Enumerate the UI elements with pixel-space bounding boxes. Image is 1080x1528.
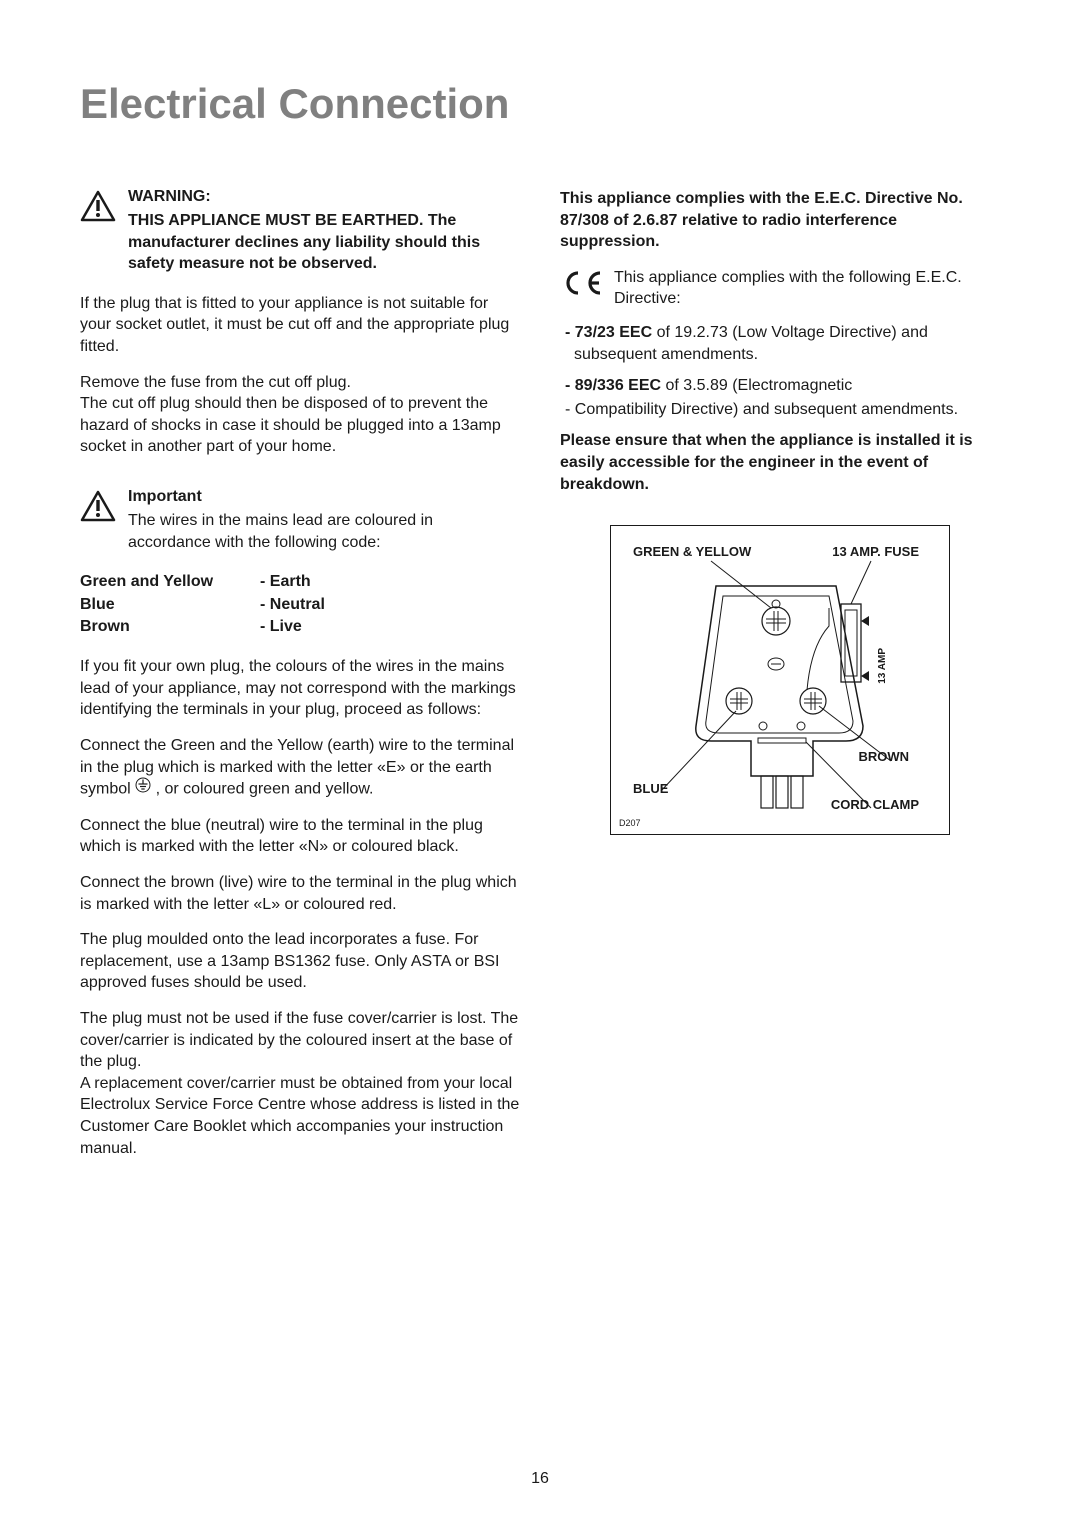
paragraph: Remove the fuse from the cut off plug. T… xyxy=(80,372,520,458)
wire-colour-table: Green and Yellow - Earth Blue - Neutral … xyxy=(80,571,520,638)
important-heading: Important xyxy=(128,488,520,506)
warning-text: THIS APPLIANCE MUST BE EARTHED. The manu… xyxy=(128,210,520,275)
paragraph: Connect the blue (neutral) wire to the t… xyxy=(80,815,520,858)
warning-block: WARNING: THIS APPLIANCE MUST BE EARTHED.… xyxy=(80,188,520,275)
warning-heading: WARNING: xyxy=(128,188,520,206)
ce-text: This appliance complies with the followi… xyxy=(614,267,1000,310)
paragraph: If you fit your own plug, the colours of… xyxy=(80,656,520,721)
page-number: 16 xyxy=(531,1470,549,1488)
wire-function: - Neutral xyxy=(260,594,325,616)
paragraph: The plug moulded onto the lead incorpora… xyxy=(80,929,520,994)
ce-mark-row: This appliance complies with the followi… xyxy=(560,267,1000,310)
wire-colour: Blue xyxy=(80,594,260,616)
warning-icon xyxy=(80,490,116,527)
directive-item: - 89/336 EEC of 3.5.89 (Electromagnetic xyxy=(560,375,1000,397)
directive-item: - 73/23 EEC of 19.2.73 (Low Voltage Dire… xyxy=(560,322,1000,365)
paragraph: Connect the brown (live) wire to the ter… xyxy=(80,872,520,915)
wire-function: - Live xyxy=(260,616,302,638)
important-block: Important The wires in the mains lead ar… xyxy=(80,488,520,553)
directive-number: - 89/336 EEC xyxy=(565,377,661,394)
ce-mark-icon xyxy=(560,269,604,302)
plug-wiring-diagram: GREEN & YELLOW 13 AMP. FUSE BLUE BROWN C… xyxy=(610,525,950,835)
text: , or coloured green and yellow. xyxy=(151,781,373,798)
directive-number: - 73/23 EEC xyxy=(565,324,652,341)
compliance-paragraph: This appliance complies with the E.E.C. … xyxy=(560,188,1000,253)
wire-function: - Earth xyxy=(260,571,311,593)
page-title: Electrical Connection xyxy=(80,80,1000,128)
table-row: Green and Yellow - Earth xyxy=(80,571,520,593)
earth-symbol-icon xyxy=(135,777,151,800)
directive-text: of 3.5.89 (Electromagnetic xyxy=(661,377,852,394)
paragraph: If the plug that is fitted to your appli… xyxy=(80,293,520,358)
table-row: Brown - Live xyxy=(80,616,520,638)
directive-item-cont: - Compatibility Directive) and subsequen… xyxy=(560,399,1000,421)
warning-icon xyxy=(80,190,116,227)
plug-svg xyxy=(611,526,951,836)
paragraph: The plug must not be used if the fuse co… xyxy=(80,1008,520,1159)
left-column: WARNING: THIS APPLIANCE MUST BE EARTHED.… xyxy=(80,188,520,1173)
right-column: This appliance complies with the E.E.C. … xyxy=(560,188,1000,1173)
important-text: The wires in the mains lead are coloured… xyxy=(128,510,520,553)
wire-colour: Brown xyxy=(80,616,260,638)
table-row: Blue - Neutral xyxy=(80,594,520,616)
two-column-layout: WARNING: THIS APPLIANCE MUST BE EARTHED.… xyxy=(80,188,1000,1173)
paragraph-earth: Connect the Green and the Yellow (earth)… xyxy=(80,735,520,801)
wire-colour: Green and Yellow xyxy=(80,571,260,593)
accessibility-paragraph: Please ensure that when the appliance is… xyxy=(560,430,1000,495)
